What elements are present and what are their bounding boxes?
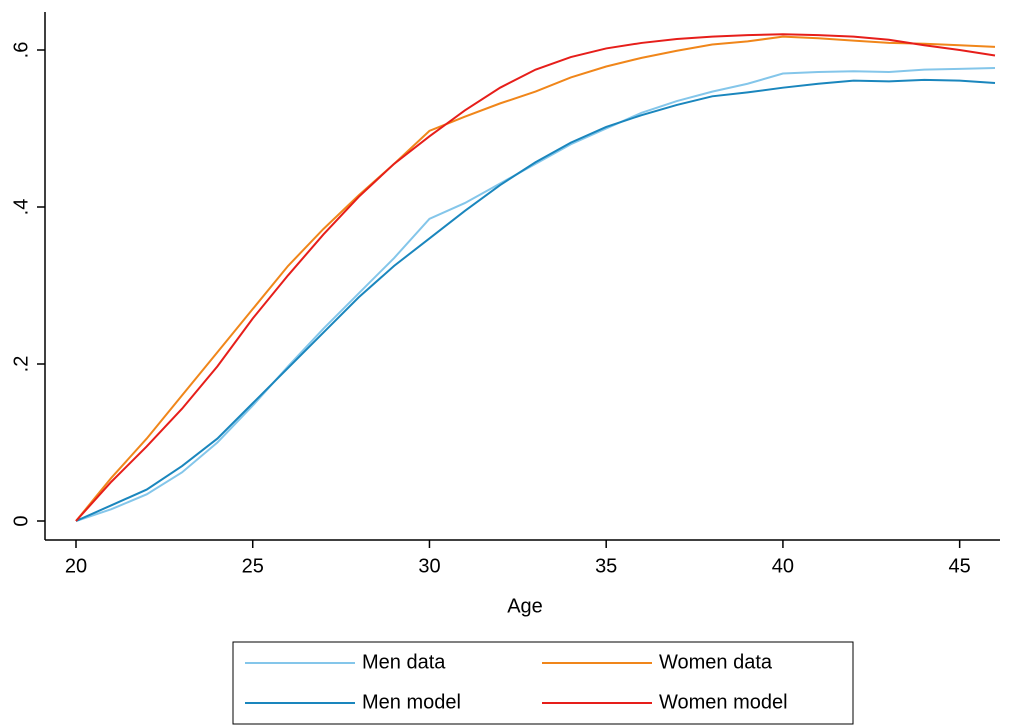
legend-label: Women model — [659, 691, 788, 713]
x-tick-label: 35 — [595, 555, 617, 577]
legend: Men data Women data Men model Women model — [245, 651, 788, 713]
y-tick-label: 0 — [10, 515, 32, 526]
line — [75, 35, 996, 522]
y-tick-label: .2 — [10, 356, 32, 373]
legend-label: Women data — [659, 651, 773, 673]
legend-label: Men data — [362, 651, 446, 673]
legend-box — [232, 641, 854, 725]
line — [75, 67, 996, 522]
x-tick-label: 30 — [418, 555, 440, 577]
x-axis-label: Age — [507, 595, 543, 617]
x-tick-label: 40 — [772, 555, 794, 577]
y-tick-label: .6 — [10, 42, 32, 59]
y-tick-label: .4 — [10, 199, 32, 216]
x-tick-label: 20 — [65, 555, 87, 577]
x-tick-label: 25 — [242, 555, 264, 577]
legend-label: Men model — [362, 691, 461, 713]
x-tick-label: 45 — [949, 555, 971, 577]
line — [75, 33, 996, 522]
line — [75, 78, 996, 522]
